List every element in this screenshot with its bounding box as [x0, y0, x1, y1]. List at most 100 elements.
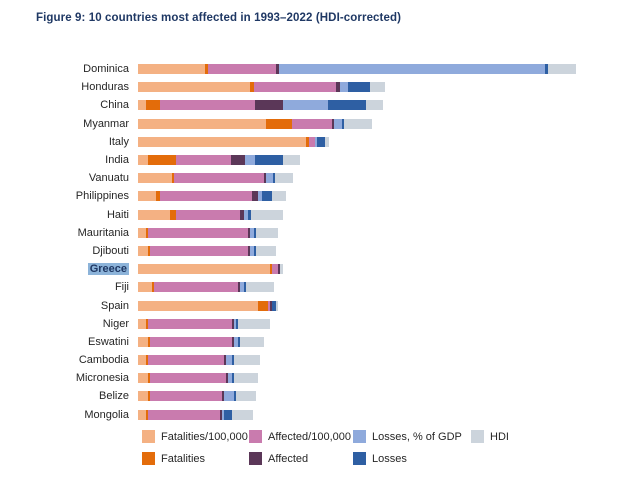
- chart-row: Niger: [4, 315, 620, 333]
- bar-segment-fatalities: [205, 64, 208, 75]
- bar-segment-hdi: [238, 318, 270, 329]
- bar-segment-affected-per-100k: [148, 355, 224, 366]
- bar-segment-fatalities-per-100k: [138, 391, 148, 402]
- bar-segment-hdi: [366, 100, 383, 111]
- bar-segment-losses: [232, 355, 234, 366]
- stacked-bar: [138, 155, 300, 166]
- legend-label: HDI: [490, 430, 509, 443]
- bar-segment-losses: [244, 282, 246, 293]
- bar-segment-hdi: [256, 227, 278, 238]
- stacked-bar: [138, 191, 286, 202]
- bar-segment-fatalities: [148, 155, 176, 166]
- category-label-text: China: [100, 99, 129, 112]
- legend-label: Fatalities/100,000: [161, 430, 248, 443]
- legend-swatch: [142, 452, 155, 465]
- bar-segment-losses: [254, 245, 256, 256]
- bar-segment-affected-per-100k: [160, 191, 252, 202]
- highlighted-category-label: Greece: [87, 263, 129, 276]
- legend-label: Affected: [268, 452, 309, 465]
- category-label-text: Cambodia: [78, 354, 129, 367]
- bar-segment-hdi: [234, 373, 258, 384]
- bar-segment-losses: [262, 191, 272, 202]
- bar-segment-fatalities-per-100k: [138, 282, 152, 293]
- category-label: Micronesia: [4, 372, 138, 384]
- bar-segment-fatalities-per-100k: [138, 355, 146, 366]
- category-label: Dominica: [4, 63, 138, 75]
- bar-segment-hdi: [548, 64, 576, 75]
- bar-segment-affected-per-100k: [148, 409, 220, 420]
- category-label: Italy: [4, 136, 138, 148]
- bar-segment-affected-per-100k: [176, 155, 231, 166]
- chart-row: Fiji: [4, 278, 620, 296]
- chart-row: Belize: [4, 387, 620, 405]
- chart-row: India: [4, 151, 620, 169]
- bar-segment-affected-per-100k: [150, 391, 222, 402]
- bar-segment-affected: [232, 336, 234, 347]
- bar-segment-affected-per-100k: [272, 264, 278, 275]
- legend-label: Fatalities: [161, 452, 206, 465]
- bar-segment-affected: [224, 355, 226, 366]
- bar-segment-affected: [222, 391, 224, 402]
- bar-segment-fatalities: [146, 100, 160, 111]
- bar-segment-losses: [348, 82, 370, 93]
- bar-segment-affected: [270, 300, 272, 311]
- bar-segment-affected: [255, 100, 283, 111]
- bar-segment-hdi: [246, 282, 274, 293]
- chart-row: Myanmar: [4, 115, 620, 133]
- bar-segment-fatalities-per-100k: [138, 82, 250, 93]
- chart-row: Greece: [4, 260, 620, 278]
- bar-segment-affected-per-100k: [268, 300, 270, 311]
- category-label-text: Honduras: [81, 81, 129, 94]
- bar-segment-fatalities-per-100k: [138, 155, 148, 166]
- chart-row: Cambodia: [4, 351, 620, 369]
- bar-segment-fatalities-per-100k: [138, 264, 270, 275]
- bar-segment-fatalities: [306, 136, 309, 147]
- stacked-bar: [138, 373, 258, 384]
- chart-row: China: [4, 96, 620, 114]
- bar-segment-fatalities: [172, 173, 174, 184]
- bar-segment-hdi: [280, 264, 283, 275]
- bar-segment-fatalities-per-100k: [138, 227, 146, 238]
- bar-segment-affected: [231, 155, 245, 166]
- stacked-bar: [138, 391, 256, 402]
- bar-segment-fatalities: [148, 391, 150, 402]
- category-label: Fiji: [4, 281, 138, 293]
- bar-segment-affected-per-100k: [309, 136, 315, 147]
- bar-segment-fatalities-per-100k: [138, 209, 170, 220]
- stacked-bar: [138, 264, 283, 275]
- bar-segment-fatalities: [270, 264, 272, 275]
- bar-segment-losses-pct-gdp: [334, 118, 342, 129]
- legend-item: Losses: [353, 452, 471, 465]
- category-label-text: Niger: [102, 317, 129, 330]
- bar-segment-hdi: [240, 336, 264, 347]
- bar-segment-hdi: [276, 300, 278, 311]
- category-label: Haiti: [4, 209, 138, 221]
- category-label-text: Djibouti: [92, 244, 129, 257]
- bar-segment-losses: [272, 300, 276, 311]
- bar-segment-affected-per-100k: [254, 82, 336, 93]
- category-label: Philippines: [4, 190, 138, 202]
- bar-segment-losses-pct-gdp: [222, 409, 224, 420]
- chart-row: Mongolia: [4, 406, 620, 424]
- bar-segment-affected-per-100k: [150, 373, 226, 384]
- bar-segment-losses: [317, 136, 325, 147]
- category-label-text: Eswatini: [88, 335, 129, 348]
- bar-segment-losses-pct-gdp: [234, 336, 238, 347]
- bar-segment-losses-pct-gdp: [315, 136, 317, 147]
- category-label: Honduras: [4, 81, 138, 93]
- category-label: Greece: [4, 263, 138, 276]
- chart-row: Micronesia: [4, 369, 620, 387]
- bar-segment-fatalities-per-100k: [138, 318, 146, 329]
- category-label-text: Vanuatu: [88, 172, 129, 185]
- category-label-text: Fiji: [114, 281, 129, 294]
- bar-segment-losses-pct-gdp: [279, 64, 545, 75]
- category-label-text: Micronesia: [75, 372, 129, 385]
- bar-segment-hdi: [325, 136, 329, 147]
- chart-row: Dominica: [4, 60, 620, 78]
- stacked-bar: [138, 173, 293, 184]
- category-label-text: Belize: [99, 390, 129, 403]
- bar-segment-hdi: [232, 409, 253, 420]
- bar-segment-affected-per-100k: [150, 245, 248, 256]
- bar-segment-affected: [264, 173, 266, 184]
